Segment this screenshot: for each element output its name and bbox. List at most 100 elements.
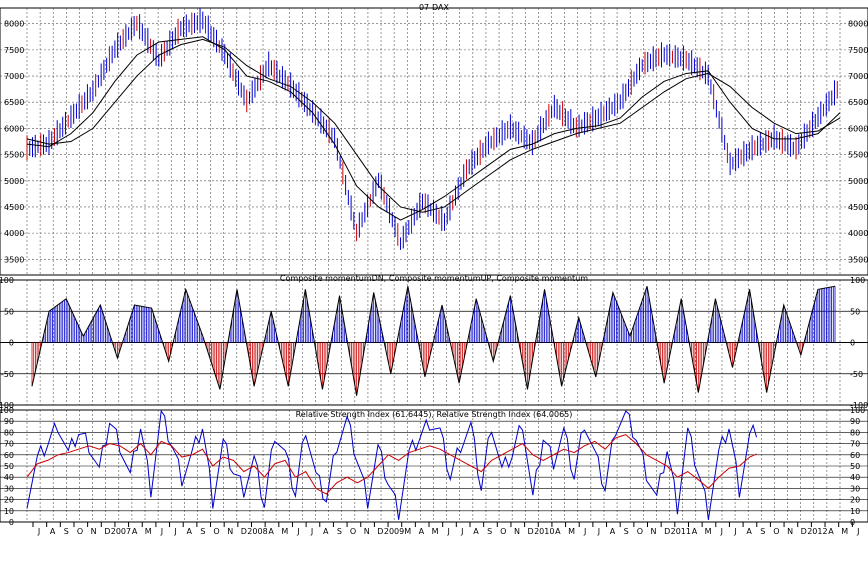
moving-average-line <box>26 36 841 221</box>
x-tick-label: D <box>104 527 110 536</box>
x-axis: J A S O N D 2007 A M J J A S O N D 2008 A M J J A S O N D 2009 M A M J… <box>0 521 868 536</box>
y-tick-left: 4000 <box>4 229 24 238</box>
y-tick-left: 5500 <box>4 151 24 160</box>
x-tick-label: S <box>200 527 205 536</box>
x-tick-label: N <box>514 527 520 536</box>
rsi-line <box>26 409 758 520</box>
y-tick-right: 70 <box>850 440 860 449</box>
x-tick-label: N <box>651 527 657 536</box>
y-tick-right: 3500 <box>848 255 868 264</box>
y-tick-right: 4000 <box>848 229 868 238</box>
x-tick-label: O <box>637 527 643 536</box>
y-tick-right: 40 <box>850 473 860 482</box>
x-tick-label: A <box>186 527 192 536</box>
x-tick-label: J <box>583 527 586 536</box>
x-tick-label: 2011 <box>671 527 691 536</box>
y-tick-left: 60 <box>4 451 14 460</box>
x-tick-label: M <box>841 527 848 536</box>
rsi-pane: 0010102020303040405050606070708080909010… <box>0 406 868 527</box>
x-tick-label: M <box>281 527 288 536</box>
y-tick-left: -100 <box>0 401 14 410</box>
y-tick-left: 70 <box>4 440 14 449</box>
y-tick-right: 20 <box>850 496 860 505</box>
x-tick-label: J <box>720 527 723 536</box>
y-tick-right: 90 <box>850 417 860 426</box>
y-tick-left: 10 <box>4 507 14 516</box>
y-tick-left: 100 <box>0 406 14 415</box>
x-tick-label: S <box>624 527 629 536</box>
y-tick-right: 8000 <box>848 20 868 29</box>
x-tick-label: M <box>568 527 575 536</box>
y-tick-right: 7000 <box>848 72 868 81</box>
x-tick-label: S <box>487 527 492 536</box>
y-tick-left: 3500 <box>4 255 24 264</box>
y-tick-right: 60 <box>850 451 860 460</box>
y-tick-right: 50 <box>850 307 860 316</box>
y-tick-left: -50 <box>1 370 14 379</box>
y-tick-right: -50 <box>850 370 863 379</box>
x-tick-label: S <box>64 527 69 536</box>
y-tick-right: 5500 <box>848 151 868 160</box>
y-tick-left: 30 <box>4 484 14 493</box>
y-tick-right: 10 <box>850 507 860 516</box>
x-tick-label: O <box>773 527 779 536</box>
x-tick-label: A <box>132 527 138 536</box>
y-tick-left: 4500 <box>4 203 24 212</box>
x-tick-label: J <box>856 527 859 536</box>
chart-title: Composite momentumDN, Composite momentum… <box>280 274 588 283</box>
y-tick-right: 80 <box>850 428 860 437</box>
x-tick-label: D <box>241 527 247 536</box>
x-tick-label: 2010 <box>534 527 554 536</box>
y-tick-right: 6500 <box>848 98 868 107</box>
y-tick-left: 8000 <box>4 20 24 29</box>
y-tick-right: 6000 <box>848 124 868 133</box>
x-tick-label: J <box>296 527 299 536</box>
x-tick-label: J <box>173 527 176 536</box>
x-tick-label: D <box>664 527 670 536</box>
y-tick-left: 6000 <box>4 124 24 133</box>
x-tick-label: A <box>473 527 479 536</box>
x-tick-label: 2007 <box>111 527 131 536</box>
x-tick-label: J <box>460 527 463 536</box>
x-tick-label: A <box>268 527 274 536</box>
y-tick-right: 50 <box>850 462 860 471</box>
y-tick-right: 100 <box>850 406 865 415</box>
y-tick-left: 50 <box>4 307 14 316</box>
y-tick-left: 7500 <box>4 46 24 55</box>
x-tick-label: A <box>323 527 329 536</box>
x-tick-label: D <box>801 527 807 536</box>
y-tick-left: 90 <box>4 417 14 426</box>
x-tick-label: D <box>528 527 534 536</box>
x-tick-label: M <box>432 527 439 536</box>
x-tick-label: O <box>77 527 83 536</box>
x-tick-label: M <box>404 527 411 536</box>
x-tick-label: J <box>310 527 313 536</box>
x-tick-label: O <box>213 527 219 536</box>
rsi-line <box>26 434 757 495</box>
x-tick-label: N <box>227 527 233 536</box>
x-tick-label: N <box>91 527 97 536</box>
y-tick-left: 20 <box>4 496 14 505</box>
y-tick-left: 6500 <box>4 98 24 107</box>
x-tick-label: S <box>337 527 342 536</box>
moving-average-line <box>26 38 841 213</box>
x-tick-label: A <box>692 527 698 536</box>
x-tick-label: A <box>50 527 56 536</box>
x-tick-label: A <box>610 527 616 536</box>
y-tick-right: -100 <box>850 401 868 410</box>
momentum-line <box>31 285 836 396</box>
x-tick-label: S <box>760 527 765 536</box>
y-tick-left: 100 <box>0 276 14 285</box>
chart-title: 07-DAX <box>419 3 450 12</box>
x-tick-label: J <box>37 527 40 536</box>
y-tick-left: 7000 <box>4 72 24 81</box>
pane-frame <box>0 7 868 276</box>
y-tick-left: 40 <box>4 473 14 482</box>
x-tick-label: A <box>419 527 425 536</box>
y-tick-left: 5000 <box>4 177 24 186</box>
y-tick-left: 80 <box>4 428 14 437</box>
x-tick-label: J <box>597 527 600 536</box>
y-tick-right: 30 <box>850 484 860 493</box>
y-tick-right: 7500 <box>848 46 868 55</box>
x-tick-label: M <box>145 527 152 536</box>
